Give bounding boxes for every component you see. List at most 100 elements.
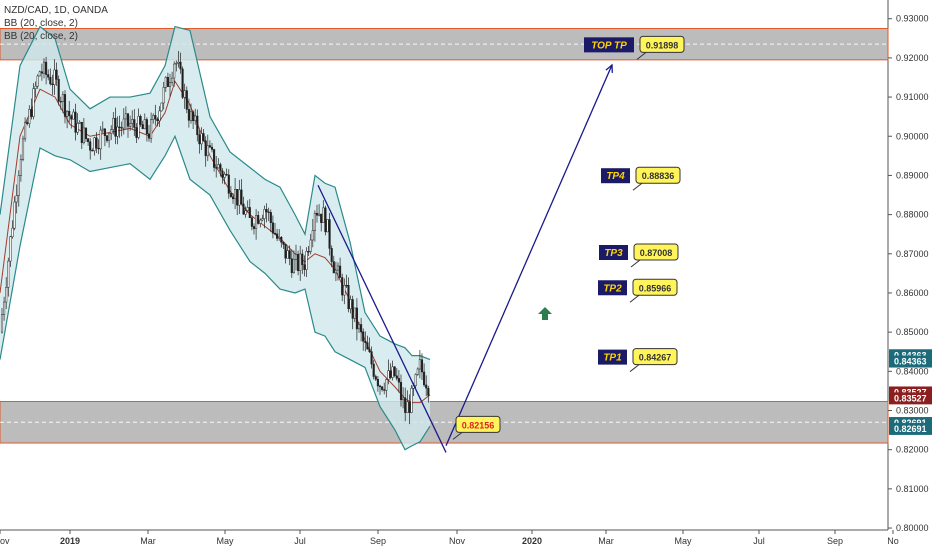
candle-body: [126, 113, 130, 127]
x-tick-label: Sep: [827, 536, 843, 546]
x-tick-label: Mar: [598, 536, 614, 546]
tp-annotation: TP1 0.84267: [598, 348, 678, 373]
x-tick-label: May: [216, 536, 234, 546]
x-tick-label: Jul: [753, 536, 765, 546]
price-tag-box: [889, 355, 932, 368]
tp-value-box: [632, 348, 678, 366]
candle-body: [133, 119, 136, 128]
candle-body: [387, 370, 390, 380]
candle-body: [198, 134, 201, 145]
candle-body: [351, 299, 354, 319]
candle-body: [206, 145, 209, 157]
candle-body: [45, 61, 48, 75]
candle-body: [9, 236, 12, 262]
candle-body: [194, 115, 197, 121]
candle-body: [116, 126, 119, 137]
tp-tag-label: TP4: [606, 171, 625, 182]
candle-body: [336, 265, 340, 271]
candle-body: [250, 217, 253, 227]
candle-body: [267, 211, 270, 213]
candle-body: [389, 370, 392, 378]
chart-legend: NZD/CAD, 1D, OANDA BB (20, close, 2) BB …: [4, 4, 108, 43]
x-tick-label: Nov: [449, 536, 466, 546]
y-tick-label: 0.82000: [896, 445, 929, 455]
candle-body: [156, 118, 159, 122]
candle-body: [150, 119, 153, 139]
price-tag-label: 0.84363: [894, 350, 927, 360]
candle-body: [57, 79, 60, 102]
indicator-label-2[interactable]: BB (20, close, 2): [4, 31, 78, 42]
candle-body: [208, 145, 211, 148]
candle-body: [221, 170, 224, 178]
candle-body: [341, 277, 344, 296]
candle-body: [315, 212, 319, 216]
tp-annotation: TP2 0.85966: [598, 278, 678, 303]
candle-body: [284, 244, 287, 259]
candle-body: [17, 175, 20, 196]
candle-body: [376, 379, 379, 387]
tp-value-label: 0.91898: [646, 40, 679, 50]
candle-body: [110, 129, 113, 134]
candle-body: [378, 385, 382, 388]
candle-body: [213, 149, 216, 168]
candle-body: [131, 119, 134, 124]
candle-body: [51, 83, 54, 86]
x-tick-label: Sep: [370, 536, 386, 546]
candle-body: [408, 401, 411, 413]
candle-body: [192, 111, 195, 121]
candle-body: [53, 69, 56, 86]
candle-body: [357, 324, 361, 330]
candle-body: [89, 141, 92, 151]
candle-body: [66, 110, 69, 117]
candle-body: [269, 212, 272, 223]
indicator-label-1[interactable]: BB (20, close, 2): [4, 18, 78, 29]
candle-body: [196, 115, 199, 136]
candle-body: [145, 119, 148, 134]
tp-value-label: 0.84267: [639, 353, 672, 363]
candle-body: [76, 123, 79, 133]
candle-body: [13, 201, 16, 229]
projection-arrow: [445, 64, 613, 447]
candle-body: [55, 69, 58, 80]
candle-body: [181, 68, 184, 98]
candle-body: [3, 301, 6, 315]
candle-body: [273, 232, 277, 235]
candle-body: [242, 203, 245, 215]
candle-body: [215, 167, 218, 169]
y-tick-label: 0.80000: [896, 523, 929, 533]
candle-body: [294, 253, 298, 260]
symbol-label[interactable]: NZD/CAD, 1D, OANDA: [4, 5, 108, 16]
candle-body: [261, 218, 264, 221]
candle-body: [7, 260, 10, 288]
candle-body: [19, 159, 22, 176]
candle-body: [160, 102, 163, 112]
candle-body: [30, 109, 33, 117]
tp-tag-box: [599, 245, 628, 261]
candle-body: [74, 111, 77, 133]
candle-body: [202, 133, 205, 141]
candle-body: [353, 307, 356, 319]
candle-body: [204, 140, 207, 157]
tp-pointer: [452, 431, 463, 440]
candle-body: [364, 340, 367, 343]
candle-body: [397, 378, 400, 383]
candle-body: [164, 77, 167, 88]
tp-value-box: [632, 278, 678, 296]
candle-body: [252, 226, 256, 229]
candle-body: [313, 212, 316, 231]
candle-body: [185, 90, 188, 110]
candle-body: [288, 250, 291, 259]
tp-value-box: [633, 243, 679, 261]
tp-annotation: TP3 0.87008: [599, 243, 679, 268]
candle-body: [391, 366, 394, 378]
candle-body: [70, 115, 73, 120]
candle-body: [416, 368, 419, 375]
candle-body: [129, 122, 132, 127]
candle-body: [187, 109, 190, 121]
candle-body: [259, 219, 262, 224]
candle-body: [5, 287, 8, 303]
candle-body: [87, 138, 90, 143]
candle-body: [162, 87, 165, 104]
candle-body: [80, 121, 83, 143]
